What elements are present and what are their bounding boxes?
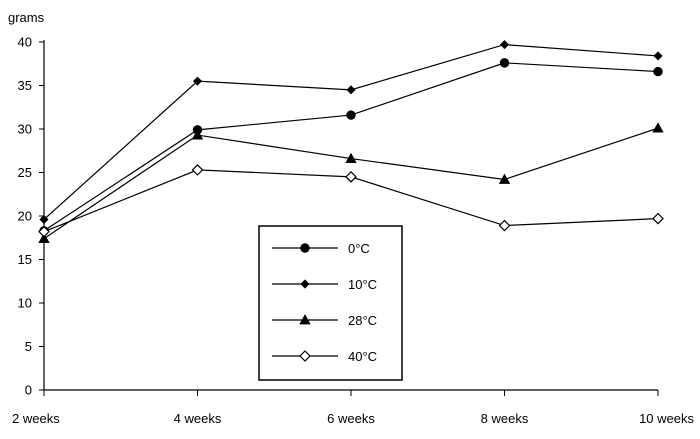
series-3 (38, 164, 664, 238)
y-tick-label: 35 (18, 78, 32, 93)
data-point (346, 110, 356, 120)
data-point (191, 164, 204, 176)
data-point (191, 129, 204, 140)
legend-box (258, 225, 403, 381)
legend-label: 10°C (348, 277, 377, 292)
x-tick-label: 4 weeks (174, 411, 222, 426)
legend-label: 0°C (348, 241, 370, 256)
y-tick-label: 0 (25, 383, 32, 398)
series-line (43, 127, 659, 240)
legend-item: 0°C (272, 241, 370, 256)
legend-label: 40°C (348, 349, 377, 364)
legend-item: 10°C (272, 277, 377, 292)
y-ticks: 0 5 10 15 20 25 30 35 40 (18, 35, 44, 398)
legend: 0°C 10°C 28°C 40°C (258, 225, 403, 381)
y-tick-label: 20 (18, 209, 32, 224)
x-ticks: 2 weeks 4 weeks 6 weeks 8 weeks 10 weeks (12, 390, 694, 426)
legend-label: 28°C (348, 313, 377, 328)
data-point (346, 85, 356, 95)
data-point (39, 214, 49, 225)
data-point (498, 173, 511, 184)
data-point (499, 58, 510, 68)
y-tick-label: 30 (18, 122, 32, 137)
y-axis-label: grams (8, 10, 45, 25)
x-tick-label: 8 weeks (481, 411, 529, 426)
data-point (192, 76, 203, 86)
data-point (345, 152, 357, 163)
data-point (345, 171, 357, 183)
legend-marker (300, 243, 310, 253)
y-tick-label: 15 (18, 252, 32, 267)
y-tick-label: 40 (18, 35, 32, 50)
data-point (38, 232, 50, 244)
series-2 (38, 122, 664, 244)
x-tick-label: 6 weeks (327, 411, 375, 426)
x-tick-label: 10 weeks (639, 411, 694, 426)
data-point (653, 51, 663, 61)
series-group (38, 40, 664, 244)
data-point (653, 66, 663, 77)
data-point (652, 212, 664, 225)
data-point (498, 219, 511, 232)
legend-item: 40°C (272, 349, 377, 364)
y-tick-label: 10 (18, 296, 32, 311)
data-point (499, 40, 510, 50)
x-tick-label: 2 weeks (12, 411, 60, 426)
y-tick-label: 5 (25, 339, 32, 354)
series-0 (39, 58, 663, 236)
series-1 (39, 40, 663, 225)
data-point (652, 122, 664, 133)
legend-marker (300, 279, 310, 289)
legend-marker (299, 314, 311, 325)
series-line (43, 44, 659, 220)
data-point (38, 225, 50, 238)
legend-item: 28°C (272, 313, 377, 328)
y-tick-label: 25 (18, 165, 32, 180)
legend-marker (299, 350, 311, 362)
